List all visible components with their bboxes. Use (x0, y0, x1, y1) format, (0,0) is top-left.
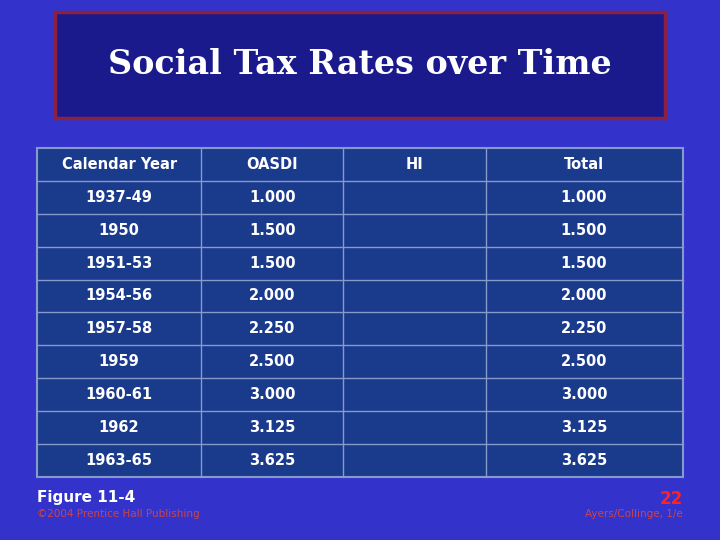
Text: OASDI: OASDI (247, 157, 298, 172)
Text: 2.000: 2.000 (249, 288, 296, 303)
Text: HI: HI (405, 157, 423, 172)
Text: 1937-49: 1937-49 (86, 190, 153, 205)
Text: 2.250: 2.250 (249, 321, 296, 336)
Text: 3.125: 3.125 (561, 420, 607, 435)
Text: 2.000: 2.000 (561, 288, 607, 303)
Text: 1963-65: 1963-65 (86, 453, 153, 468)
Text: 3.000: 3.000 (249, 387, 296, 402)
Text: 1.000: 1.000 (561, 190, 608, 205)
Text: 1.000: 1.000 (249, 190, 296, 205)
Text: 3.000: 3.000 (561, 387, 607, 402)
Text: 1960-61: 1960-61 (86, 387, 153, 402)
Text: 1.500: 1.500 (249, 222, 296, 238)
Text: 1959: 1959 (99, 354, 140, 369)
Text: 1.500: 1.500 (561, 222, 608, 238)
Text: 1954-56: 1954-56 (86, 288, 153, 303)
Text: 3.625: 3.625 (561, 453, 607, 468)
Text: 2.500: 2.500 (249, 354, 296, 369)
Text: Figure 11-4: Figure 11-4 (37, 490, 135, 505)
Text: 3.625: 3.625 (249, 453, 296, 468)
Text: 3.125: 3.125 (249, 420, 296, 435)
FancyBboxPatch shape (55, 12, 665, 118)
Text: 2.250: 2.250 (561, 321, 607, 336)
Text: 1950: 1950 (99, 222, 140, 238)
Text: Ayers/Collinge, 1/e: Ayers/Collinge, 1/e (585, 509, 683, 519)
Text: Social Tax Rates over Time: Social Tax Rates over Time (108, 48, 612, 82)
Text: 1.500: 1.500 (561, 255, 608, 271)
Text: Total: Total (564, 157, 604, 172)
Text: 1962: 1962 (99, 420, 140, 435)
Text: 22: 22 (660, 490, 683, 508)
Text: Calendar Year: Calendar Year (61, 157, 176, 172)
FancyBboxPatch shape (37, 148, 683, 477)
Text: ©2004 Prentice Hall Publishing: ©2004 Prentice Hall Publishing (37, 509, 199, 519)
Text: 1.500: 1.500 (249, 255, 296, 271)
Text: 1957-58: 1957-58 (86, 321, 153, 336)
Text: 2.500: 2.500 (561, 354, 607, 369)
Text: 1951-53: 1951-53 (86, 255, 153, 271)
